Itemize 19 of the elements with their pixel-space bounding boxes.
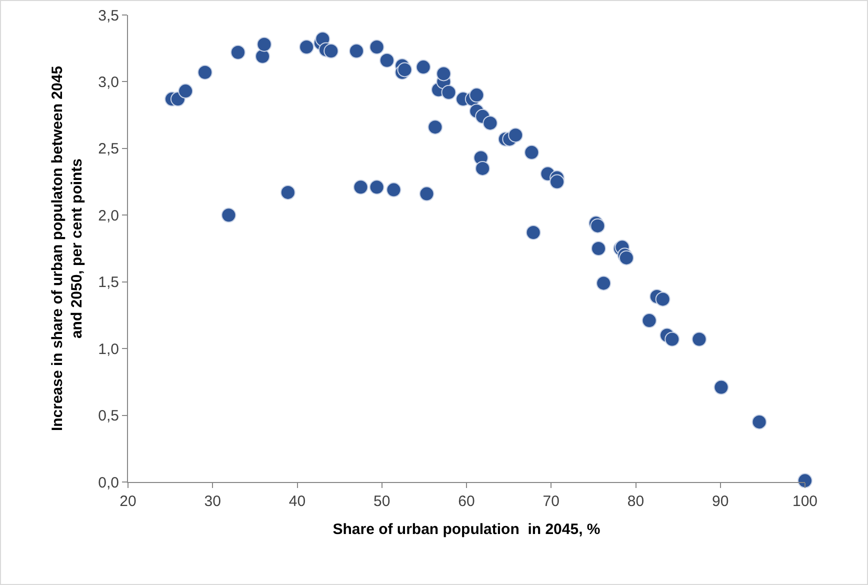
- x-tick-label: 30: [204, 493, 221, 510]
- x-tick-label: 100: [792, 493, 818, 510]
- y-axis-title: Increase in share of urban populaton between 2045 and 2050, per cent points: [48, 66, 86, 432]
- y-tick-label: 0,0: [98, 474, 119, 492]
- y-tick-label: 1,0: [98, 340, 119, 358]
- y-tick-label: 0,5: [98, 408, 119, 425]
- y-tick-label: 1,5: [98, 274, 119, 292]
- x-axis-title: Share of urban population in 2045, %: [332, 521, 600, 538]
- x-tick-label: 70: [542, 493, 560, 510]
- x-tick-label: 40: [288, 493, 306, 510]
- y-tick-label: 2,0: [98, 207, 119, 224]
- x-tick-label: 50: [374, 493, 390, 510]
- x-tick-label: 20: [120, 493, 136, 510]
- y-tick-label: 3,0: [98, 74, 119, 91]
- x-tick-label: 90: [712, 493, 729, 510]
- y-tick-label: 2,5: [98, 140, 119, 158]
- x-tick-label: 60: [458, 493, 475, 510]
- y-tick-label: 3,5: [98, 7, 119, 24]
- x-tick-label: 80: [627, 493, 644, 510]
